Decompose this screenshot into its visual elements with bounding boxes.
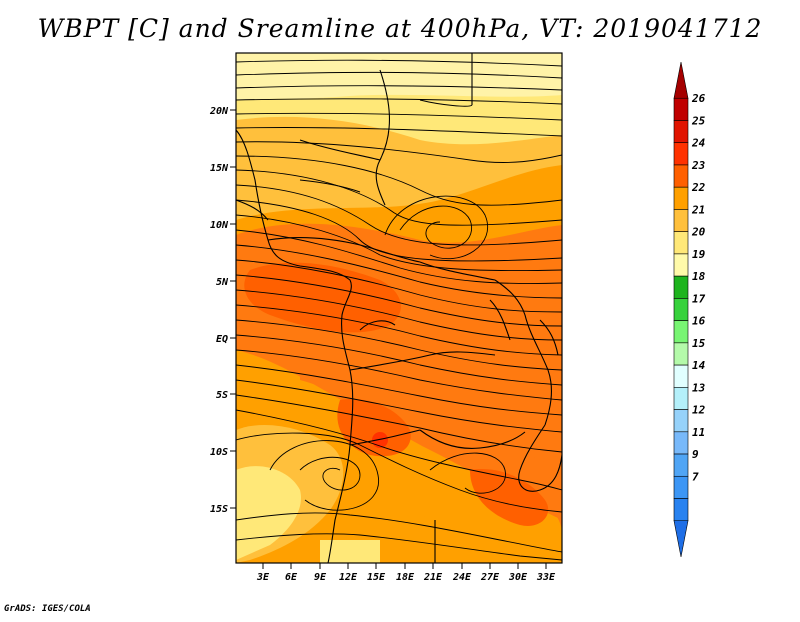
colorbar-segment — [673, 209, 689, 232]
lat-label: 15N — [210, 163, 229, 174]
colorbar-label: 17 — [692, 292, 706, 305]
lon-label: 33E — [536, 572, 556, 583]
colorbar-segment — [673, 253, 689, 277]
lat-label: EQ — [216, 334, 228, 345]
colorbar-segment — [673, 186, 689, 210]
lat-label: 10N — [210, 220, 229, 231]
colorbar-segment — [673, 364, 689, 388]
colorbar-segment — [673, 387, 689, 410]
colorbar-label: 26 — [691, 92, 706, 105]
colorbar-segment — [673, 142, 689, 166]
colorbar-label: 11 — [692, 426, 705, 439]
colorbar-segment — [673, 275, 689, 299]
lat-label: 5S — [216, 390, 228, 401]
colorbar-label: 21 — [691, 203, 705, 216]
chart-title: WBPT [C] and Sreamline at 400hPa, VT: 20… — [37, 14, 763, 43]
colorbar-label: 24 — [691, 137, 706, 150]
lat-label: 5N — [216, 277, 229, 288]
colorbar-segment — [673, 298, 689, 321]
colorbar: 26 25 24 23 22 21 20 19 18 17 16 15 14 13 12 11 9 7 — [673, 61, 706, 558]
colorbar-segment — [673, 475, 689, 499]
colorbar-label: 14 — [692, 359, 706, 372]
wbpt-field — [236, 53, 562, 563]
lat-label: 10S — [210, 447, 228, 458]
colorbar-segment — [673, 164, 689, 188]
colorbar-label: 15 — [692, 337, 706, 350]
colorbar-label: 20 — [691, 226, 706, 239]
colorbar-segment — [673, 320, 689, 344]
colorbar-label: 23 — [691, 159, 706, 172]
lon-label: 18E — [396, 572, 415, 583]
lon-label: 30E — [508, 572, 528, 583]
colorbar-segment — [673, 97, 689, 121]
lat-label: 20N — [209, 106, 229, 117]
colorbar-label: 19 — [692, 248, 706, 261]
lon-label: 27E — [480, 572, 500, 583]
colorbar-label: 7 — [692, 470, 699, 483]
lat-axis: 20N 15N 10N 5N EQ 5S 10S 15S — [209, 106, 236, 515]
colorbar-label: 12 — [692, 404, 706, 417]
lat-label: 15S — [210, 504, 228, 515]
colorbar-label: 22 — [691, 181, 706, 194]
colorbar-segment — [673, 409, 689, 433]
colorbar-segment — [673, 453, 689, 477]
colorbar-label: 25 — [691, 114, 706, 127]
lon-label: 15E — [367, 572, 386, 583]
country-borders — [236, 53, 562, 563]
colorbar-segment — [673, 342, 689, 366]
colorbar-label: 13 — [692, 381, 706, 394]
lon-label: 3E — [256, 572, 270, 583]
map-frame — [235, 52, 563, 564]
lon-axis: 3E 6E 9E 12E 15E 18E 21E 24E 27E 30E 33E — [256, 563, 556, 583]
lon-label: 9E — [314, 572, 327, 583]
lon-label: 6E — [285, 572, 298, 583]
colorbar-segment — [673, 231, 689, 255]
colorbar-segment — [673, 520, 689, 558]
colorbar-segment — [673, 61, 689, 99]
lon-label: 21E — [423, 572, 443, 583]
colorbar-segment — [673, 498, 689, 522]
colorbar-segment — [673, 120, 689, 144]
lon-label: 12E — [339, 572, 358, 583]
lon-label: 24E — [452, 572, 472, 583]
colorbar-label: 18 — [692, 270, 706, 283]
streamlines — [236, 59, 562, 561]
colorbar-segment — [673, 431, 689, 455]
colorbar-label: 9 — [692, 448, 699, 461]
credit-text: GrADS: IGES/COLA — [4, 604, 91, 614]
colorbar-label: 16 — [692, 315, 706, 328]
